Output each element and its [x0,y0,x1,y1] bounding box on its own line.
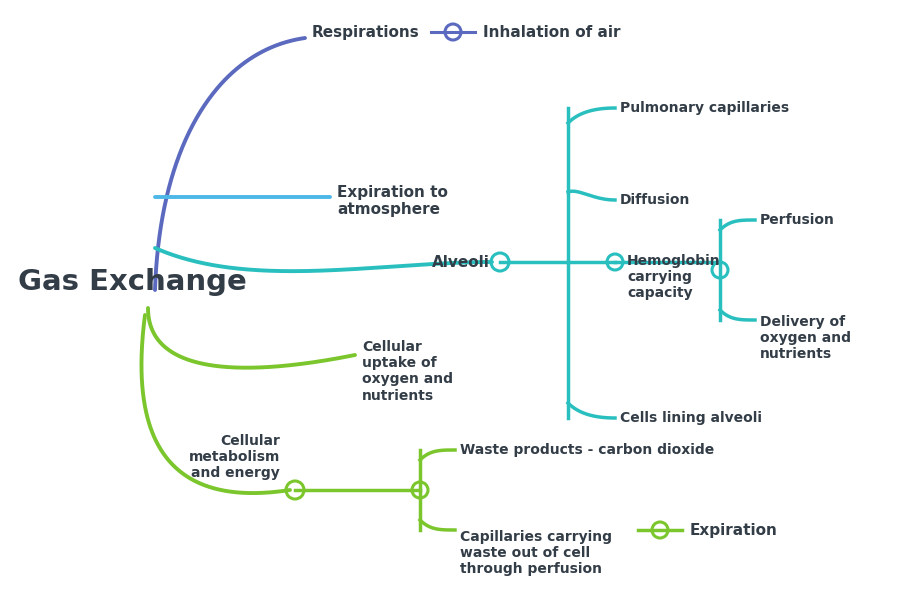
Text: Waste products - carbon dioxide: Waste products - carbon dioxide [460,443,714,457]
Text: Inhalation of air: Inhalation of air [483,24,620,40]
Text: Cells lining alveoli: Cells lining alveoli [620,411,762,425]
Text: Gas Exchange: Gas Exchange [18,268,247,296]
Text: Cellular
uptake of
oxygen and
nutrients: Cellular uptake of oxygen and nutrients [362,340,453,403]
Text: Expiration to
atmosphere: Expiration to atmosphere [337,185,448,217]
Text: Perfusion: Perfusion [760,213,834,227]
Text: Alveoli: Alveoli [432,255,490,269]
Text: Pulmonary capillaries: Pulmonary capillaries [620,101,789,115]
Text: Delivery of
oxygen and
nutrients: Delivery of oxygen and nutrients [760,315,851,361]
Text: Expiration: Expiration [690,523,778,538]
Text: Diffusion: Diffusion [620,193,691,207]
Text: Capillaries carrying
waste out of cell
through perfusion: Capillaries carrying waste out of cell t… [460,530,612,577]
Text: Respirations: Respirations [312,24,420,40]
Text: Hemoglobin
carrying
capacity: Hemoglobin carrying capacity [627,254,721,300]
Text: Cellular
metabolism
and energy: Cellular metabolism and energy [189,433,280,480]
